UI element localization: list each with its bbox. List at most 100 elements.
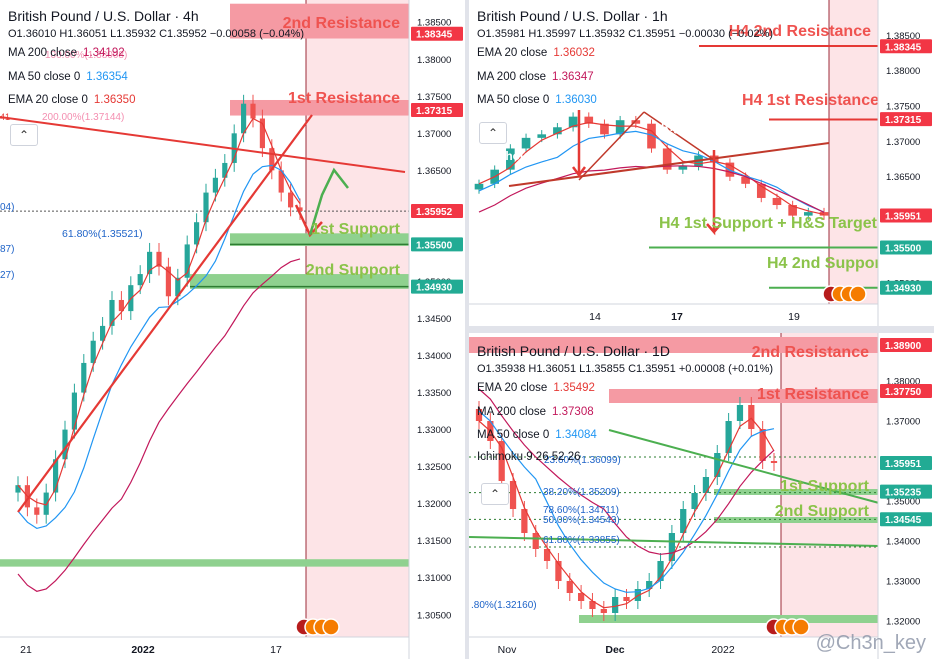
time-tick-label: 17 [671, 311, 683, 323]
price-tick-label: 1.37000 [886, 137, 920, 148]
collapse-legend-button[interactable]: ⌃ [10, 124, 38, 146]
indicator-row[interactable]: MA 200 close 1.34192 [8, 42, 304, 66]
price-tag-label: 1.37750 [885, 387, 922, 398]
candle-body [521, 509, 528, 533]
price-tick-label: 1.34000 [417, 351, 451, 362]
price-tag [880, 484, 932, 499]
candle-body [147, 251, 153, 275]
chart-canvas-1d[interactable]: 2nd Resistance 1st Resistance 1st Support 2… [469, 333, 934, 659]
candle-body [537, 134, 547, 138]
price-tick-label: 1.37500 [886, 102, 920, 113]
support-zone-low [0, 559, 409, 567]
indicator-row[interactable]: Ichimoku 9 26 52 26 [477, 448, 773, 466]
candle-body [714, 453, 721, 477]
price-tag [880, 240, 932, 255]
indicator-row[interactable]: EMA 20 close 0 1.36350 [8, 89, 304, 113]
price-tag [880, 208, 932, 223]
chart-canvas-1h[interactable]: H4 2nd Resistance H4 1st Resistance H4 1st… [469, 0, 934, 326]
time-tick-label: 14 [589, 311, 601, 323]
price-tick-label: 1.30500 [417, 610, 451, 621]
indicator-row[interactable]: MA 50 close 0 1.36354 [8, 66, 304, 90]
price-tick-label: 1.36500 [886, 172, 920, 183]
time-tick-label: 21 [20, 644, 32, 656]
price-tick-label: 1.33500 [417, 388, 451, 399]
future-zone [781, 333, 878, 637]
panel-divider-vertical[interactable] [465, 0, 469, 659]
candle-body [259, 118, 265, 149]
price-tag [411, 237, 463, 252]
price-tag-label: 1.38345 [885, 42, 922, 53]
price-tag [880, 384, 932, 398]
indicator-row[interactable]: EMA 20 close 1.35492 [477, 377, 773, 401]
price-tick-label: 1.32500 [417, 462, 451, 473]
price-tag [411, 279, 463, 294]
price-tag [880, 338, 932, 352]
support-zone-2 [714, 517, 878, 523]
candle-body [90, 340, 96, 363]
indicator-row[interactable]: MA 50 close 0 1.34084 [477, 424, 773, 448]
candle-body [118, 299, 124, 312]
candle-body [109, 299, 115, 326]
indicator-row[interactable]: EMA 20 close 1.36032 [477, 42, 773, 66]
price-axis [878, 0, 934, 326]
resistance-zone-1 [609, 389, 878, 403]
panel-divider-horizontal[interactable] [469, 326, 934, 333]
indicator-value: 1.36032 [553, 47, 595, 59]
indicator-value: 1.34192 [83, 47, 125, 59]
price-tag-label: 1.37315 [885, 115, 922, 126]
indicator-label: MA 50 close 0 [477, 94, 550, 107]
fib-label: 61.80%(1.33855) [543, 535, 620, 546]
price-tick-label: 1.36500 [417, 166, 451, 177]
candle-body [804, 212, 813, 216]
candle-body [736, 405, 744, 421]
candle-body [194, 222, 200, 245]
candle-body [600, 609, 607, 613]
indicator-row[interactable]: MA 200 close 1.37308 [477, 401, 773, 425]
candle-body [600, 123, 609, 135]
ma-50-line [17, 164, 301, 530]
price-tick-label: 1.31500 [417, 536, 451, 547]
indicator-value: 1.34084 [555, 429, 597, 442]
resistance-zone-2 [469, 337, 878, 353]
candle-body [646, 581, 653, 589]
fib-label: 50.00%(1.34543) [543, 515, 620, 526]
price-tick-label: 1.32000 [886, 617, 920, 628]
candle-body [678, 166, 688, 170]
legend-1h: British Pound / U.S. Dollar · 1h O1.3598… [477, 6, 773, 113]
future-zone [829, 0, 878, 304]
collapse-legend-button[interactable]: ⌃ [481, 483, 509, 505]
price-tick-label: 1.33000 [417, 425, 451, 436]
chart-canvas-4h[interactable]: 2nd Resistance 1st Resistance 1st Support 2… [0, 0, 465, 659]
candle-body [623, 597, 630, 601]
candle-body [759, 429, 766, 461]
candle-body [53, 459, 59, 493]
trend-line [643, 111, 715, 161]
resistance-2-label: H4 2nd Resistance [729, 23, 871, 40]
ma-50-line [478, 130, 825, 213]
trend-line [17, 114, 313, 513]
candle-body [15, 485, 21, 493]
chart-panel-1d[interactable]: 2nd Resistance 1st Resistance 1st Support 2… [469, 333, 934, 659]
price-tick-label: 1.38000 [886, 377, 920, 388]
price-tag-label: 1.35951 [885, 459, 922, 470]
candle-body [241, 103, 247, 134]
collapse-legend-button[interactable]: ⌃ [479, 122, 507, 144]
time-tick-label: Dec [605, 644, 624, 656]
indicator-row[interactable]: MA 50 close 0 1.36030 [477, 89, 773, 113]
indicator-row[interactable]: MA 200 close 1.36347 [477, 66, 773, 90]
indicator-value: 1.36030 [555, 94, 597, 107]
candle-body [222, 162, 228, 178]
support-1-label: 1st Support [780, 478, 870, 495]
candle-body [474, 183, 484, 190]
resistance-2-label: 2nd Resistance [283, 15, 400, 32]
price-tick-label: 1.31000 [417, 573, 451, 584]
chart-panel-4h[interactable]: 2nd Resistance 1st Resistance 1st Support 2… [0, 0, 465, 659]
price-tick-label: 1.38500 [417, 18, 451, 29]
candle-body [691, 493, 698, 509]
trend-line [608, 429, 880, 504]
chart-panel-1h[interactable]: H4 2nd Resistance H4 1st Resistance H4 1st… [469, 0, 934, 326]
resistance-1-label: 1st Resistance [288, 90, 400, 107]
candle-body [250, 103, 256, 119]
resistance-1-label: 1st Resistance [757, 386, 869, 403]
fib-label: 04) [0, 202, 14, 213]
